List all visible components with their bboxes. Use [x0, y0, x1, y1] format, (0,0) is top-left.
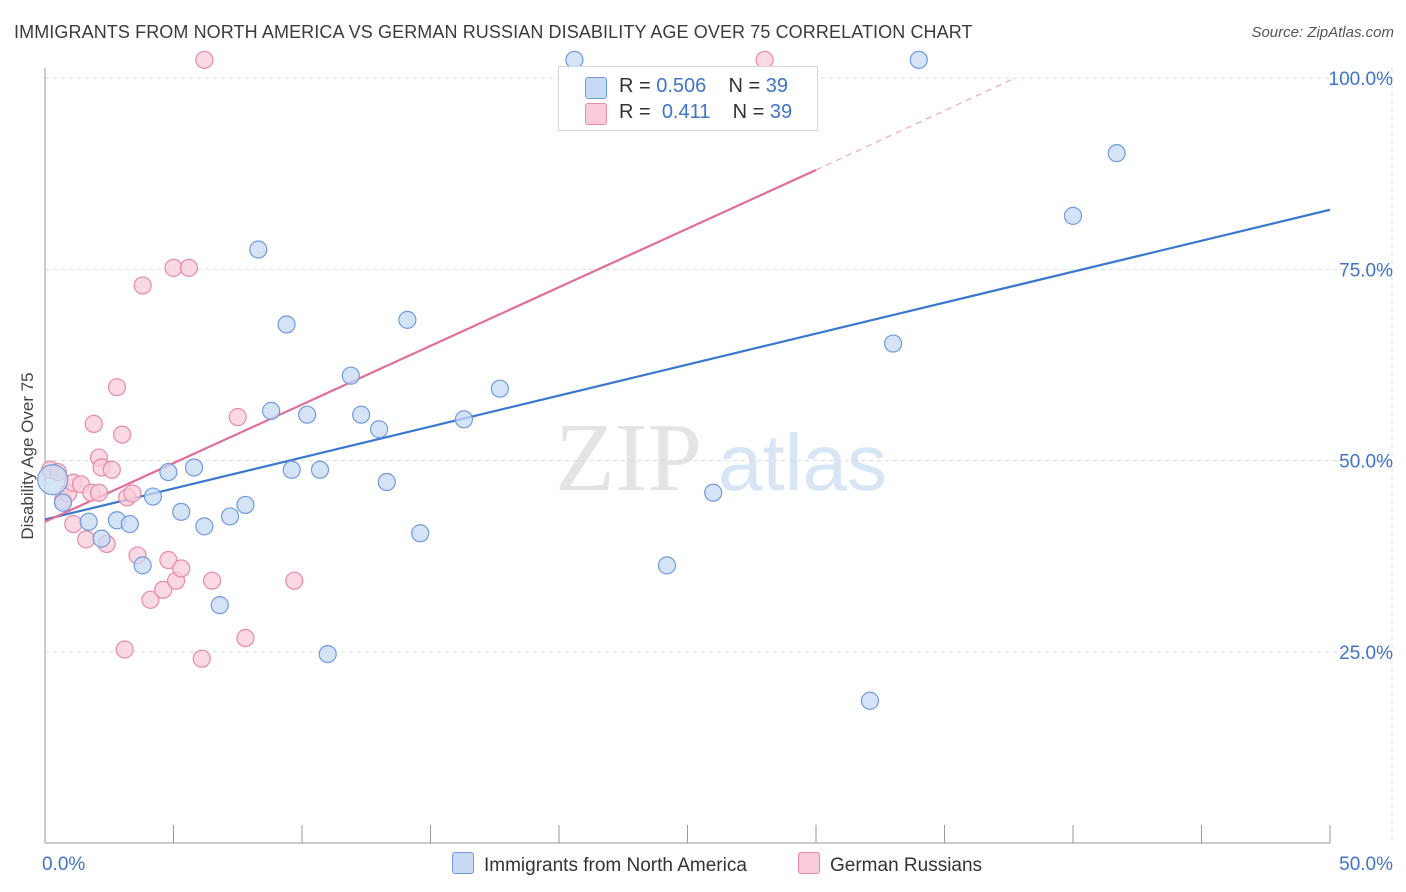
bottom-legend-label: German Russians: [830, 855, 983, 876]
y-tick-label: 25.0%: [1339, 643, 1393, 664]
legend-swatch-pink: [585, 103, 607, 125]
legend-swatch-blue: [585, 77, 607, 99]
data-point-german-russians: [179, 258, 199, 277]
x-tick-label-min: 0.0%: [42, 854, 85, 875]
legend-r-value: 0.411: [661, 101, 711, 123]
data-point-immigrants: [370, 420, 389, 439]
data-point-immigrants: [133, 556, 152, 575]
data-point-german-russians: [192, 649, 211, 668]
data-point-german-russians: [172, 559, 191, 578]
bottom-legend-german-russians: German Russians: [798, 852, 982, 877]
data-point-german-russians: [159, 550, 178, 570]
data-point-immigrants: [184, 458, 204, 477]
legend-n-label: N =: [728, 75, 761, 97]
grid-lines: [45, 68, 1393, 843]
data-point-immigrants: [120, 514, 139, 534]
data-point-immigrants: [249, 240, 268, 259]
data-point-immigrants: [159, 462, 178, 482]
data-point-german-russians: [228, 407, 247, 427]
data-point-german-russians: [89, 483, 109, 502]
source-label: Source: ZipAtlas.com: [1251, 24, 1394, 41]
data-point-immigrants: [883, 334, 903, 353]
legend-r-label: R =: [619, 101, 651, 123]
legend-n-value: 39: [765, 75, 789, 97]
data-point-german-russians: [64, 514, 83, 534]
bottom-legend-immigrants: Immigrants from North America: [452, 852, 747, 877]
data-point-immigrants: [704, 483, 723, 502]
data-point-german-russians: [112, 425, 132, 444]
legend-n-value: 39: [769, 101, 793, 123]
trend-lines: [44, 79, 1331, 523]
data-point-german-russians: [285, 571, 304, 590]
legend-n-label: N =: [732, 101, 765, 123]
watermark: ZIP atlas: [555, 404, 887, 512]
data-point-immigrants: [37, 464, 69, 496]
x-tick-label-max: 50.0%: [1339, 854, 1393, 875]
data-point-german-russians: [77, 530, 96, 549]
data-point-immigrants: [210, 596, 229, 615]
data-point-immigrants: [236, 495, 255, 515]
data-point-immigrants: [318, 644, 337, 664]
data-point-german-russians: [154, 580, 173, 599]
data-point-immigrants: [398, 310, 417, 329]
data-point-immigrants: [298, 405, 317, 424]
data-point-immigrants: [454, 410, 474, 429]
watermark-atlas: atlas: [718, 418, 887, 507]
bottom-legend-swatch-pink: [798, 852, 820, 874]
series-german-russians-points: [41, 50, 774, 668]
y-tick-label: 100.0%: [1329, 69, 1394, 90]
data-point-immigrants: [909, 50, 928, 69]
data-point-immigrants: [143, 487, 163, 506]
data-point-german-russians: [107, 378, 127, 397]
y-axis-label: Disability Age Over 75: [18, 372, 37, 539]
data-point-immigrants: [79, 512, 98, 531]
data-point-immigrants: [341, 366, 360, 385]
data-point-immigrants: [262, 401, 281, 420]
data-point-immigrants: [377, 472, 396, 492]
data-point-german-russians: [141, 590, 160, 609]
axes: [44, 68, 1331, 844]
data-point-immigrants: [490, 379, 509, 398]
bottom-legend-label: Immigrants from North America: [484, 855, 747, 876]
series-immigrants-points: [37, 50, 1126, 710]
data-point-immigrants: [1063, 206, 1083, 225]
trendline-german-russians-extension: [815, 79, 1012, 171]
data-point-german-russians: [102, 460, 121, 479]
data-point-german-russians: [133, 276, 152, 295]
data-point-immigrants: [411, 524, 430, 543]
data-point-immigrants: [172, 502, 191, 521]
data-point-immigrants: [53, 493, 73, 512]
data-point-immigrants: [1107, 144, 1126, 163]
data-point-immigrants: [310, 460, 330, 479]
data-point-german-russians: [195, 50, 214, 69]
data-point-german-russians: [202, 571, 222, 590]
y-tick-label: 50.0%: [1339, 452, 1393, 473]
data-point-immigrants: [860, 691, 880, 710]
legend-r-value: 0.506: [656, 75, 707, 97]
y-tick-label: 75.0%: [1339, 260, 1393, 281]
trendline-immigrants: [44, 208, 1331, 521]
data-point-immigrants: [277, 315, 296, 334]
data-point-immigrants: [657, 556, 677, 575]
data-point-german-russians: [123, 484, 142, 503]
data-point-immigrants: [352, 405, 371, 424]
data-point-immigrants: [220, 507, 240, 526]
correlation-legend: R = 0.506 N = 39 R = 0.411 N = 39: [558, 66, 818, 131]
data-point-german-russians: [164, 258, 183, 277]
data-point-german-russians: [84, 414, 103, 433]
trendline-german-russians: [44, 168, 817, 523]
data-point-immigrants: [92, 529, 111, 548]
tick-labels: 25.0% 50.0% 75.0% 100.0% 0.0% 50.0%: [42, 69, 1393, 875]
chart-title: IMMIGRANTS FROM NORTH AMERICA VS GERMAN …: [14, 22, 973, 42]
data-point-immigrants: [282, 460, 301, 479]
bottom-legend-swatch-blue: [452, 852, 474, 874]
watermark-zip: ZIP: [555, 404, 702, 512]
data-point-immigrants: [195, 517, 214, 536]
data-point-german-russians: [115, 640, 134, 659]
data-point-german-russians: [236, 628, 255, 648]
legend-r-label: R =: [619, 75, 651, 97]
